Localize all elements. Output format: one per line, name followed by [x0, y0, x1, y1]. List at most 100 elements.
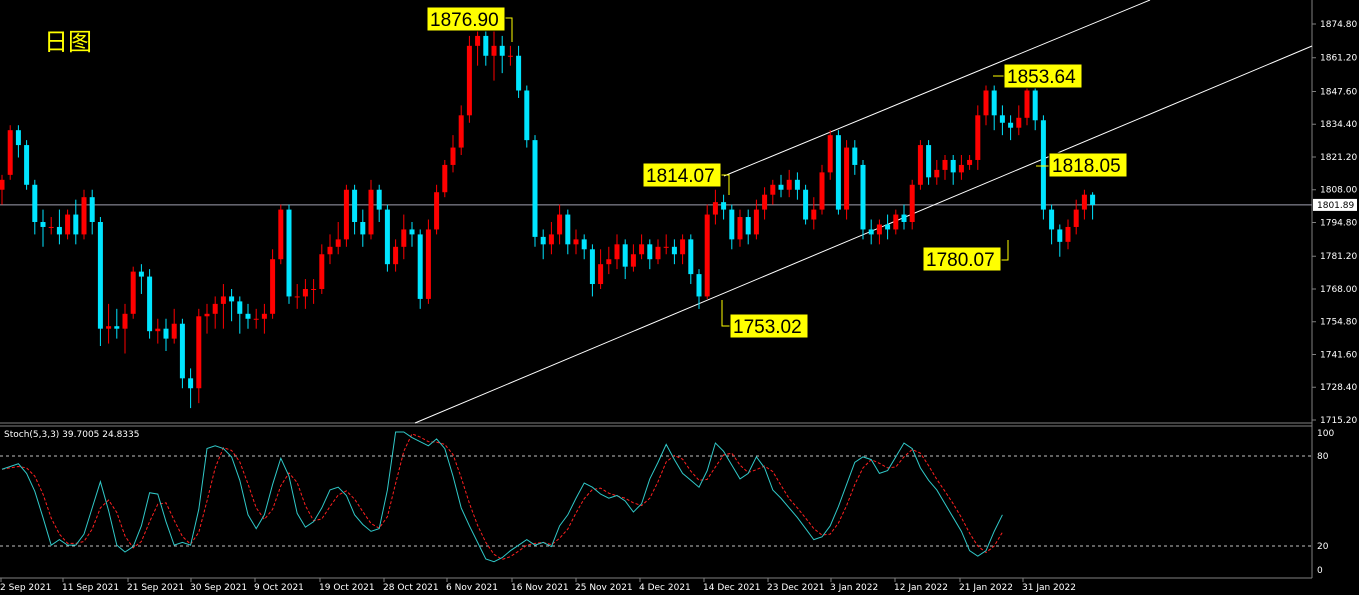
price-panel: 1874.80 1861.20 1847.60 1834.40 1821.20 1808.…: [0, 0, 1357, 579]
candle-body: [1057, 229, 1063, 242]
candle-body: [204, 313, 210, 317]
time-tick-label: 2 Sep 2021: [0, 583, 51, 593]
candle-body: [835, 135, 841, 210]
candle-body: [327, 246, 333, 255]
candle-body: [934, 169, 940, 178]
candle-body: [655, 246, 661, 260]
candle-body: [803, 189, 809, 220]
candle-body: [401, 229, 407, 247]
candle-body: [130, 271, 136, 314]
stoch-tick-0: 0: [1317, 566, 1323, 576]
candle-body: [1008, 122, 1014, 128]
candle-body: [245, 313, 251, 319]
candle-body: [581, 239, 587, 250]
candle-body: [417, 234, 423, 299]
candle-body: [680, 239, 686, 255]
candle-body: [343, 189, 349, 240]
candle-body: [704, 214, 710, 297]
candle-body: [778, 184, 784, 190]
candle-body: [983, 90, 989, 116]
candle-body: [901, 214, 907, 222]
price-tick-label: 1808.00: [1320, 186, 1357, 196]
channel-upper-trendline: [723, 0, 1151, 177]
annotation-leader-1814: [721, 174, 730, 195]
candle-body: [24, 145, 30, 185]
candle-body: [483, 35, 489, 56]
candle-body: [65, 214, 71, 235]
candle-body: [909, 184, 915, 222]
stoch-tick-80: 80: [1317, 452, 1329, 462]
candle-body: [876, 224, 882, 235]
candle-body: [261, 313, 267, 319]
price-axis-ticks: 1874.80 1861.20 1847.60 1834.40 1821.20 1808.…: [1312, 20, 1357, 426]
candle-body: [557, 214, 563, 235]
candle-body: [589, 249, 595, 285]
annotation-box-1876: [426, 6, 506, 32]
annotation-1853: 1853.64: [1007, 67, 1076, 88]
candles: [0, 25, 1096, 409]
candle-body: [302, 288, 308, 297]
annotation-box-1818: [1048, 152, 1128, 178]
candle-body: [868, 229, 874, 235]
stoch-tick-20: 20: [1317, 542, 1329, 552]
candle-body: [163, 328, 169, 339]
candle-body: [458, 115, 464, 148]
time-tick-label: 30 Sep 2021: [190, 583, 247, 593]
annotation-1753: 1753.02: [733, 317, 802, 338]
annotation-leader-1876: [505, 17, 513, 42]
time-tick-label: 12 Jan 2022: [894, 583, 948, 593]
price-tick-label: 1847.60: [1320, 87, 1357, 97]
candle-body: [229, 296, 235, 302]
candle-body: [794, 179, 800, 190]
annotation-box-1780: [922, 246, 1002, 272]
annotation-1780: 1780.07: [926, 250, 995, 271]
price-tick-label: 1834.40: [1320, 120, 1357, 130]
candle-body: [352, 189, 358, 222]
time-tick-label: 4 Dec 2021: [639, 583, 691, 593]
candle-body: [155, 328, 161, 332]
candle-body: [721, 202, 727, 210]
time-tick-label: 11 Sep 2021: [62, 583, 119, 593]
candle-body: [647, 244, 653, 260]
candle-body: [753, 209, 759, 235]
candle-body: [663, 246, 669, 248]
candle-body: [294, 296, 300, 298]
annotations: 1876.90 1853.64 1814.07 1818.05 1780.07 …: [426, 6, 1128, 339]
candle-body: [32, 184, 38, 222]
candle-body: [15, 130, 21, 146]
candle-body: [950, 159, 956, 173]
candle-body: [622, 244, 628, 267]
price-tick-label: 1715.20: [1320, 416, 1357, 426]
candle-body: [885, 224, 891, 230]
candle-body: [89, 197, 95, 222]
candle-body: [942, 159, 948, 170]
time-tick-label: 23 Dec 2021: [767, 583, 825, 593]
candle-body: [811, 209, 817, 220]
candle-body: [278, 209, 284, 260]
stoch-signal-line: [1, 433, 1003, 560]
candle-body: [671, 246, 677, 255]
candle-body: [532, 140, 538, 237]
candle-body: [844, 147, 850, 210]
candle-body: [106, 326, 112, 329]
candle-body: [762, 194, 768, 210]
candle-body: [614, 244, 620, 260]
candle-body: [270, 259, 276, 314]
candle-body: [712, 202, 718, 215]
candle-body: [73, 214, 79, 235]
candle-body: [319, 254, 325, 289]
candle-body: [475, 35, 481, 46]
time-tick-label: 3 Jan 2022: [830, 583, 878, 593]
candle-body: [639, 244, 645, 255]
candle-body: [450, 147, 456, 165]
candle-body: [819, 172, 825, 210]
candle-body: [926, 145, 932, 178]
candle-body: [1049, 209, 1055, 230]
candle-body: [97, 222, 103, 329]
candle-body: [48, 226, 54, 228]
price-tick-label: 1754.80: [1320, 318, 1357, 328]
candle-body: [286, 209, 292, 297]
candle-body: [220, 296, 226, 304]
candle-body: [1024, 90, 1030, 118]
annotation-box-1814: [642, 162, 722, 188]
